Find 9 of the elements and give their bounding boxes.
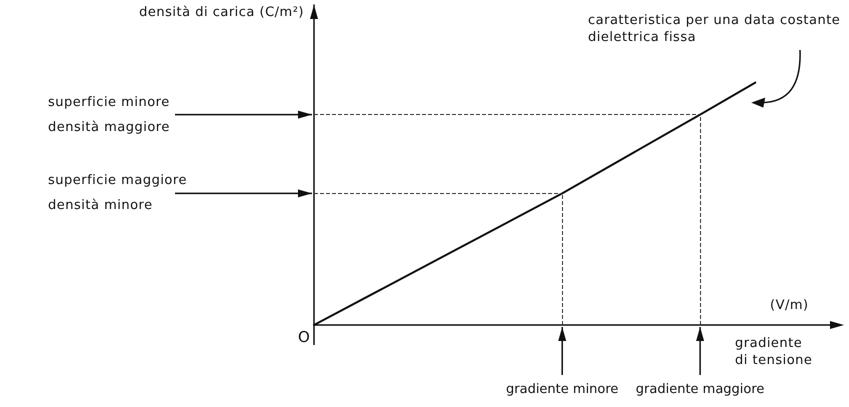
- ref-line-label: superficie maggiore densità minore: [48, 172, 187, 214]
- text: gradiente di tensione: [735, 335, 812, 369]
- text: O: [298, 328, 310, 346]
- annotation: (V/m): [770, 297, 809, 314]
- text: caratteristica per una data costante dielettrica fissa: [588, 12, 840, 46]
- x-tick-label: gradiente maggiore: [636, 382, 764, 397]
- y-axis-title: densità di carica (C/m²): [138, 4, 304, 21]
- ref-line-label: superficie minore densità maggiore: [48, 94, 170, 136]
- x-tick-label: gradiente minore: [506, 382, 618, 397]
